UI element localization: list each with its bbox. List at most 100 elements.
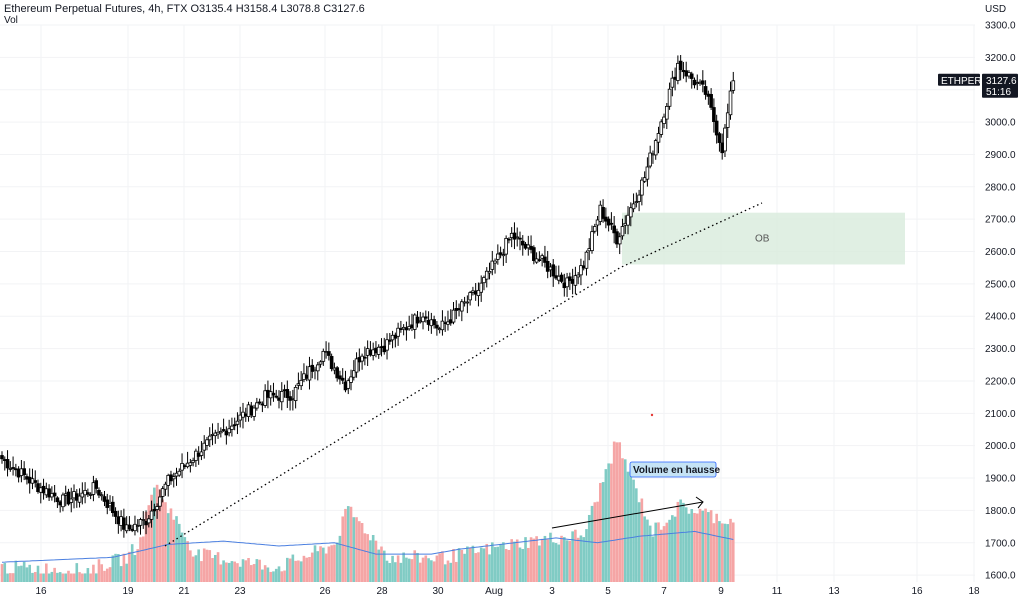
volume-bar-up [255,559,259,582]
volume-bar-up [701,510,705,582]
volume-bar-down [219,564,223,582]
candle-up [77,495,82,503]
volume-bar-down [441,551,444,582]
volume-bar-up [496,546,500,582]
candle-down [127,524,132,530]
candle-down [717,133,722,143]
volume-bar-down [288,558,292,582]
volume-bar-up [130,544,134,582]
volume-trend-arrow[interactable] [551,501,704,529]
time-tick-label: 18 [968,586,980,597]
volume-bar-down [659,529,663,582]
volume-bar-down [612,441,616,582]
volume-bar-down [92,564,95,582]
volume-bar-down [731,522,735,582]
volume-bar-down [252,564,256,582]
volume-bar-down [695,513,699,582]
candle-up [279,391,284,403]
volume-bar-up [635,488,638,582]
volume-bar-up [443,564,447,582]
volume-bar-down [657,522,660,582]
candle-up [590,231,594,252]
volume-bar-down [676,501,680,582]
order-block-zone [622,212,905,265]
candle-up [88,494,93,496]
volume-bar-up [175,516,178,582]
volume-bar-up [117,554,120,582]
price-tick-label: 2000.0 [985,441,1016,452]
marker-dot [650,413,654,417]
volume-bar-up [28,564,31,582]
volume-bar-down [128,551,131,582]
volume-bar-down [576,537,580,582]
candle-up [440,320,445,331]
volume-bar-down [507,549,511,582]
candle-up [728,90,733,116]
volume-bar-down [155,484,159,582]
price-tick-label: 3200.0 [985,53,1016,64]
volume-bar-up [604,469,608,582]
volume-note-box[interactable] [629,461,717,478]
candle-up [656,133,661,143]
candle-up [565,277,569,288]
volume-bar-down [355,517,358,582]
price-tick-label: 2800.0 [985,182,1016,193]
candle-up [620,226,625,237]
candle-up [573,275,578,286]
volume-bar-down [366,534,369,582]
volume-bar-up [114,553,117,582]
candle-up [725,112,730,128]
candle-down [363,356,367,359]
candle-up [637,194,641,202]
volume-bar-up [385,560,389,582]
candle-up [191,460,195,463]
volume-bar-down [67,570,70,582]
volume-bar-down [263,565,267,582]
candle-up [158,496,162,507]
volume-bar-up [654,522,658,582]
candle-down [551,264,556,277]
volume-bar-down [693,512,696,582]
volume-bar-down [61,573,65,582]
volume-bar-down [615,442,619,582]
candle-up [667,88,672,107]
volume-bar-down [319,546,322,582]
candle-up [653,140,658,156]
price-tick-label: 2100.0 [985,409,1016,420]
volume-bar-down [510,539,513,582]
time-tick-label: 26 [319,586,331,597]
volume-bar-down [618,442,622,582]
badge-price: 3127.6 [986,76,1017,87]
volume-bar-down [515,539,519,582]
time-axis[interactable]: 16 19 21 23 26 28 30 Aug 3 5 7 9 11 13 16 18 [35,586,980,597]
volume-bar-up [684,507,688,582]
volume-indicator-label[interactable]: Vol [4,15,18,26]
candle-down [387,339,392,342]
volume-bar-down [105,568,109,582]
candle-down [520,240,525,246]
volume-bar-down [452,548,455,582]
candle-up [360,355,364,362]
candle-up [160,488,165,497]
candle-up [493,260,497,264]
candle-up [501,254,506,257]
volume-bar-up [543,535,547,582]
candle-up [484,270,489,280]
volume-bar-up [626,471,630,582]
volume-bar-up [402,552,405,582]
volume-bar-down [532,538,536,582]
candle-down [340,377,345,381]
candle-down [22,468,26,476]
volume-bar-down [225,562,228,582]
time-tick-label: 30 [432,586,444,597]
volume-bar-up [17,566,20,582]
volume-bar-down [358,521,361,582]
order-block-label: OB [755,234,770,245]
candle-down [335,367,339,379]
volume-bar-up [227,562,231,582]
volume-bar-up [238,566,242,582]
volume-bar-up [22,561,26,582]
volume-bar-down [189,550,192,582]
volume-bar-up [449,562,453,582]
